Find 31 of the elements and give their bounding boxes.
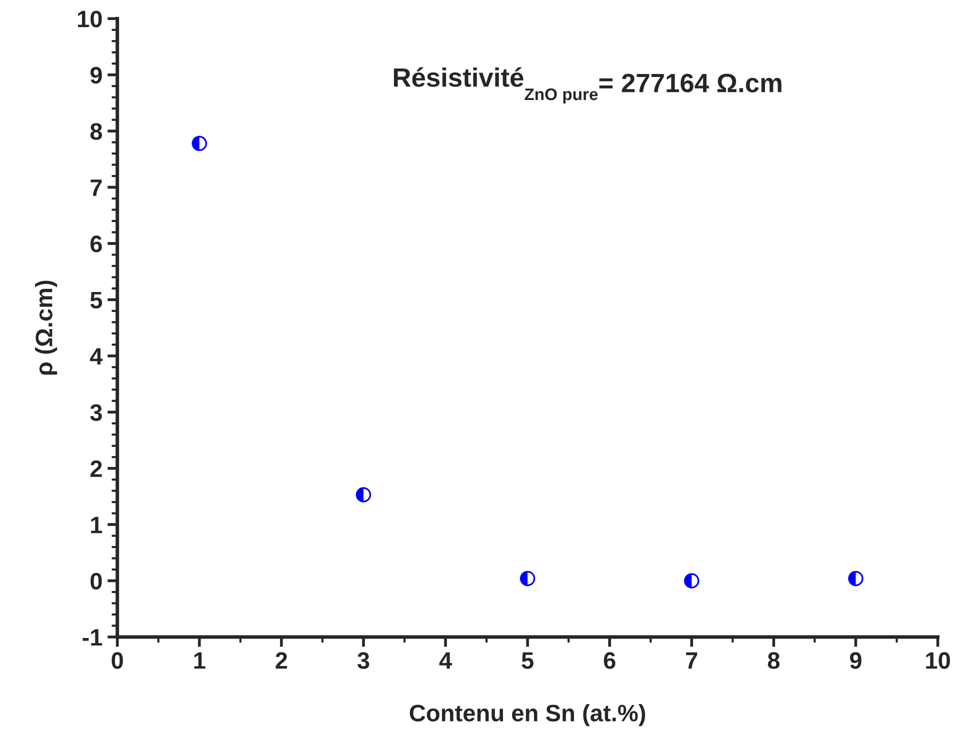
y-axis-title: ρ (Ω.cm) bbox=[35, 280, 58, 375]
x-tick-label: 0 bbox=[112, 652, 123, 669]
x-tick-label: 1 bbox=[194, 652, 206, 669]
x-tick-label: 10 bbox=[926, 652, 950, 669]
x-tick-label: 4 bbox=[439, 652, 452, 669]
y-tick-label: 0 bbox=[90, 572, 102, 590]
annotation: RésistivitéZnO pure= 277164 Ω.cm bbox=[394, 67, 782, 104]
y-tick-label: 2 bbox=[90, 460, 102, 477]
x-tick-label: 6 bbox=[604, 652, 616, 669]
y-tick-label: 10 bbox=[78, 10, 102, 28]
x-tick-label: 9 bbox=[850, 652, 862, 669]
x-tick-label: 8 bbox=[768, 652, 780, 669]
y-tick-label: 7 bbox=[90, 180, 102, 196]
y-tick-label: 3 bbox=[90, 404, 102, 421]
x-tick-label: 7 bbox=[686, 652, 698, 669]
point bbox=[356, 487, 372, 502]
point bbox=[684, 573, 700, 588]
point bbox=[520, 570, 536, 586]
x-axis-title: Contenu en Sn (at.%) bbox=[410, 704, 646, 726]
y-tick-label: -1 bbox=[82, 629, 102, 646]
point bbox=[192, 136, 207, 152]
y-tick-label: 8 bbox=[90, 123, 102, 140]
x-tick-label: 3 bbox=[357, 652, 370, 669]
y-tick-label: 1 bbox=[91, 516, 102, 534]
y-tick-label: 9 bbox=[90, 66, 102, 84]
x-tick-label: 2 bbox=[276, 652, 288, 669]
x-tick-label: 5 bbox=[522, 652, 534, 669]
y-tick-label: 4 bbox=[90, 348, 103, 364]
y-tick-label: 6 bbox=[90, 236, 102, 252]
y-tick-label: 5 bbox=[90, 292, 102, 308]
point bbox=[848, 570, 864, 586]
